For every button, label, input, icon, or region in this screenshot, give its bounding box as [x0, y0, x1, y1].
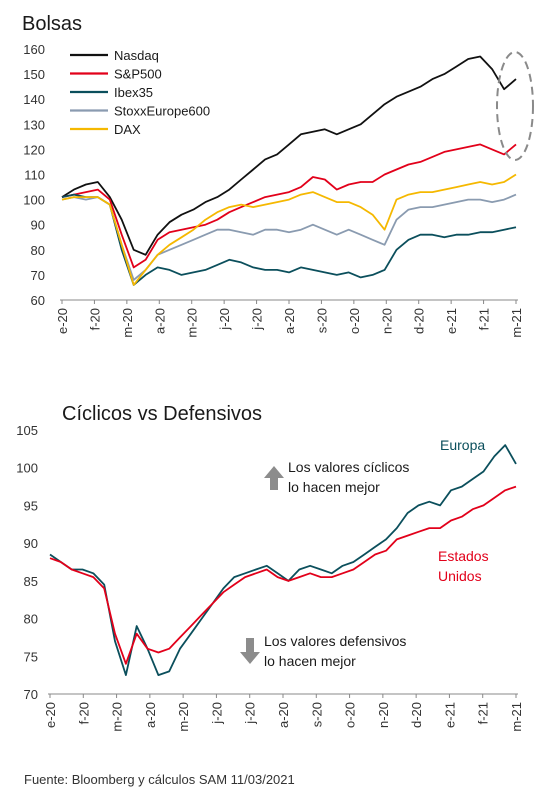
y-tick-label: 60 [31, 293, 45, 308]
x-tick-label: j-20 [209, 702, 224, 725]
x-tick-label: m-20 [120, 308, 135, 338]
y-tick-label: 70 [31, 268, 45, 283]
y-tick-label: 70 [24, 687, 38, 702]
x-tick-label: j-20 [250, 308, 265, 331]
x-tick-label: m-21 [509, 702, 524, 732]
series-label-estados: Estados [438, 548, 489, 564]
annotation-ciclicos-line1: Los valores cíclicos [288, 459, 409, 475]
series-label-unidos: Unidos [438, 568, 482, 584]
arrow-up-icon [264, 466, 284, 490]
series-label-europa: Europa [440, 437, 485, 453]
x-tick-label: m-20 [110, 702, 125, 732]
annotation-ciclicos-line2: lo hacen mejor [288, 479, 380, 495]
x-tick-label: o-20 [343, 702, 358, 728]
legend-label: DAX [114, 122, 141, 137]
series-line-ibex35 [61, 193, 517, 286]
y-tick-label: 95 [24, 498, 38, 513]
chart2-x-axis: e-20 f-20 m-20 a-20 m-20 j-20 j-20 a-20 s-20 o-20… [43, 694, 524, 732]
y-tick-label: 90 [24, 536, 38, 551]
series-line-dax [61, 173, 517, 286]
x-tick-label: a-20 [143, 702, 158, 728]
x-tick-label: j-20 [217, 308, 232, 331]
x-tick-label: s-20 [314, 308, 329, 333]
chart-ciclicos-defensivos: Cíclicos vs Defensivos 70 75 80 85 90 95 100 10… [16, 403, 524, 732]
x-tick-label: f-21 [476, 702, 491, 724]
chart2-y-axis: 70 75 80 85 90 95 100 105 [16, 423, 38, 702]
x-tick-label: s-20 [309, 702, 324, 727]
x-tick-label: e-21 [444, 308, 459, 334]
y-tick-label: 140 [23, 92, 45, 107]
chart-bolsas: Bolsas 60 70 80 90 100 110 120 130 140 150 160 e-2… [22, 13, 534, 338]
y-tick-label: 100 [23, 193, 45, 208]
x-tick-label: e-21 [442, 702, 457, 728]
x-tick-label: f-20 [87, 308, 102, 330]
y-tick-label: 105 [16, 423, 38, 438]
y-tick-label: 120 [23, 142, 45, 157]
x-tick-label: e-20 [55, 308, 70, 334]
chart1-legend: Nasdaq S&P500 Ibex35 StoxxEurope600 DAX [70, 48, 210, 137]
x-tick-label: a-20 [282, 308, 297, 334]
x-tick-label: m-21 [509, 308, 524, 338]
series-line-estados-unidos [49, 485, 517, 665]
y-tick-label: 90 [31, 218, 45, 233]
legend-label: Ibex35 [114, 85, 153, 100]
series-line-europa [49, 444, 517, 676]
x-tick-label: f-21 [477, 308, 492, 330]
legend-label: S&P500 [114, 67, 162, 82]
y-tick-label: 150 [23, 67, 45, 82]
x-tick-label: a-20 [152, 308, 167, 334]
x-tick-label: e-20 [43, 702, 58, 728]
x-tick-label: m-20 [185, 308, 200, 338]
series-line-s-p500 [61, 143, 517, 269]
arrow-down-icon [240, 638, 260, 664]
annotation-defensivos-line1: Los valores defensivos [264, 633, 406, 649]
legend-label: Nasdaq [114, 48, 159, 63]
series-line-stoxxeurope600 [61, 193, 517, 281]
x-tick-label: d-20 [412, 308, 427, 334]
y-tick-label: 75 [24, 649, 38, 664]
y-tick-label: 80 [31, 243, 45, 258]
series-line-nasdaq [61, 55, 517, 256]
chart1-y-axis: 60 70 80 90 100 110 120 130 140 150 160 [23, 42, 45, 308]
chart2-plot-area [49, 444, 517, 676]
y-tick-label: 110 [24, 168, 45, 183]
y-tick-label: 160 [23, 42, 45, 57]
chart1-x-axis: e-20 f-20 m-20 a-20 m-20 j-20 j-20 a-20 s-20 o-20… [55, 300, 524, 338]
legend-label: StoxxEurope600 [114, 104, 210, 119]
annotation-defensivos-line2: lo hacen mejor [264, 653, 356, 669]
y-tick-label: 130 [23, 117, 45, 132]
x-tick-label: f-20 [76, 702, 91, 724]
x-tick-label: d-20 [409, 702, 424, 728]
x-tick-label: o-20 [347, 308, 362, 334]
x-tick-label: n-20 [379, 308, 394, 334]
x-tick-label: a-20 [276, 702, 291, 728]
chart1-plot-area [61, 55, 517, 286]
x-tick-label: n-20 [376, 702, 391, 728]
source-note: Fuente: Bloomberg y cálculos SAM 11/03/2… [24, 772, 295, 787]
x-tick-label: j-20 [243, 702, 258, 725]
chart-title-ciclicos: Cíclicos vs Defensivos [62, 403, 262, 425]
highlight-ellipse [496, 51, 534, 161]
chart-title-bolsas: Bolsas [22, 13, 82, 35]
x-tick-label: m-20 [176, 702, 191, 732]
y-tick-label: 85 [24, 574, 38, 589]
y-tick-label: 100 [16, 461, 38, 476]
y-tick-label: 80 [24, 612, 38, 627]
